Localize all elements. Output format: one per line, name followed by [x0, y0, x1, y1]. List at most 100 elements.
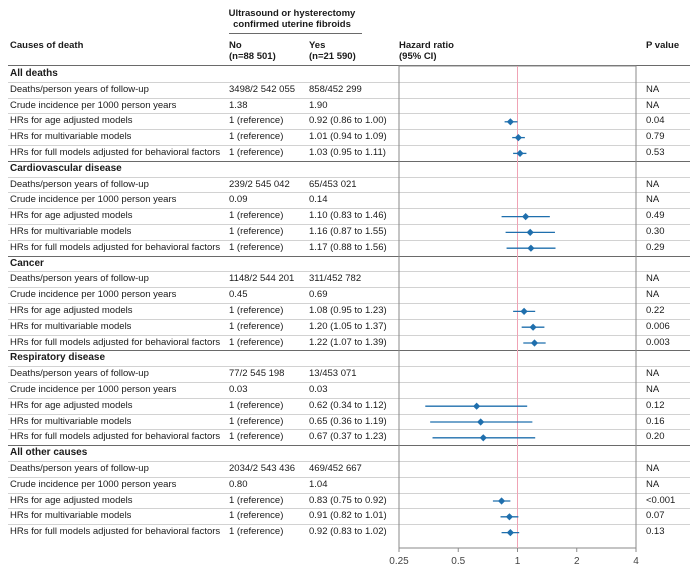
row-no-value: 1 (reference) [229, 431, 284, 443]
row-divider [8, 413, 690, 415]
section-title: Cancer [10, 257, 44, 269]
col-yes-label: Yes [309, 40, 326, 51]
x-tick-label: 4 [633, 556, 639, 567]
row-yes-value: 1.10 (0.83 to 1.46) [309, 210, 387, 222]
row-label: HRs for full models adjusted for behavio… [10, 526, 221, 538]
row-divider [8, 397, 690, 399]
hr-marker [520, 307, 528, 315]
row-label: HRs for age adjusted models [10, 305, 133, 316]
row-label: Deaths/person years of follow-up [10, 83, 149, 95]
row-divider [8, 81, 690, 83]
row-no-value: 0.03 [229, 384, 248, 395]
row-divider [8, 382, 690, 383]
row-divider [8, 334, 690, 336]
row-p-value: 0.12 [646, 399, 665, 411]
row-p-value: 0.04 [646, 115, 665, 127]
row-no-value: 77/2 545 198 [229, 368, 285, 380]
section-divider [8, 255, 690, 257]
row-yes-value: 0.83 (0.75 to 0.92) [309, 494, 387, 506]
col-yes-header: Yes (n=21 590) [309, 40, 356, 62]
hr-marker [505, 513, 514, 521]
row-yes-value: 858/452 299 [309, 83, 362, 95]
col-hr-header: Hazard ratio (95% CI) [399, 40, 454, 62]
row-yes-value: 1.17 (0.88 to 1.56) [309, 241, 387, 253]
row-yes-value: 1.04 [309, 478, 328, 490]
row-yes-value: 0.92 (0.83 to 1.02) [309, 526, 387, 538]
row-divider [8, 366, 690, 368]
row-yes-value: 0.91 (0.82 to 1.01) [309, 510, 387, 522]
row-yes-value: 1.01 (0.94 to 1.09) [309, 131, 387, 143]
row-no-value: 3498/2 542 055 [229, 83, 296, 95]
section-title: All other causes [10, 447, 88, 459]
row-p-value: 0.29 [646, 241, 665, 253]
row-divider [8, 461, 690, 462]
row-divider [8, 429, 690, 431]
col-no-n: (n=88 501) [229, 51, 276, 62]
row-yes-value: 1.22 (1.07 to 1.39) [309, 336, 387, 348]
row-no-value: 1 (reference) [229, 131, 284, 143]
row-yes-value: 0.69 [309, 289, 328, 301]
hr-marker [529, 323, 537, 331]
row-label: HRs for age adjusted models [10, 210, 133, 222]
row-p-value: 0.30 [646, 226, 665, 237]
row-no-value: 1 (reference) [229, 399, 284, 411]
row-yes-value: 311/452 782 [309, 273, 362, 285]
row-label: HRs for multivariable models [10, 226, 132, 237]
row-yes-value: 0.65 (0.36 to 1.19) [309, 415, 387, 427]
row-label: Deaths/person years of follow-up [10, 463, 149, 474]
row-label: HRs for full models adjusted for behavio… [10, 336, 221, 348]
row-divider [8, 239, 690, 241]
row-no-value: 1 (reference) [229, 510, 284, 522]
x-tick-label: 2 [574, 556, 580, 567]
row-no-value: 1.38 [229, 99, 248, 111]
row-label: HRs for multivariable models [10, 320, 132, 332]
row-yes-value: 13/453 071 [309, 368, 357, 380]
hr-marker [479, 434, 487, 442]
row-label: Crude incidence per 1000 person years [10, 478, 177, 490]
row-divider [8, 492, 690, 494]
hr-marker [506, 118, 514, 126]
hr-marker [526, 228, 534, 236]
row-yes-value: 1.20 (1.05 to 1.37) [309, 320, 387, 332]
row-no-value: 1 (reference) [229, 210, 284, 222]
row-yes-value: 469/452 667 [309, 463, 362, 474]
row-divider [8, 318, 690, 320]
row-no-value: 1 (reference) [229, 147, 284, 158]
row-p-value: 0.006 [646, 320, 670, 332]
row-divider [8, 508, 690, 510]
row-p-value: 0.22 [646, 305, 665, 316]
hr-marker [516, 149, 524, 157]
section-title: All deaths [10, 68, 58, 79]
row-divider [8, 208, 690, 210]
row-p-value: NA [646, 194, 660, 206]
row-no-value: 1 (reference) [229, 415, 284, 427]
row-yes-value: 0.14 [309, 194, 328, 206]
row-p-value: NA [646, 83, 660, 95]
row-yes-value: 0.67 (0.37 to 1.23) [309, 431, 387, 443]
row-yes-value: 65/453 021 [309, 178, 357, 190]
col-hr-ci: (95% CI) [399, 51, 437, 62]
row-label: HRs for full models adjusted for behavio… [10, 431, 221, 443]
row-p-value: 0.07 [646, 510, 665, 522]
row-p-value: NA [646, 478, 660, 490]
col-pvalue-header: P value [646, 40, 680, 51]
row-label: Crude incidence per 1000 person years [10, 289, 177, 301]
group-label-line2: confirmed uterine fibroids [233, 19, 351, 30]
row-no-value: 1 (reference) [229, 526, 284, 538]
hr-marker [506, 529, 514, 537]
row-p-value: NA [646, 368, 660, 380]
row-divider [8, 176, 690, 178]
row-p-value: 0.79 [646, 131, 665, 143]
hr-marker [527, 244, 535, 252]
row-no-value: 2034/2 543 436 [229, 463, 296, 474]
col-causes-header: Causes of death [10, 40, 84, 51]
hr-marker [473, 402, 481, 410]
x-tick-label: 0.5 [451, 556, 465, 567]
row-p-value: 0.13 [646, 526, 665, 538]
col-yes-n: (n=21 590) [309, 51, 356, 62]
group-underline [229, 33, 362, 34]
row-yes-value: 0.03 [309, 384, 328, 395]
row-label: Crude incidence per 1000 person years [10, 384, 177, 395]
row-no-value: 1 (reference) [229, 336, 284, 348]
